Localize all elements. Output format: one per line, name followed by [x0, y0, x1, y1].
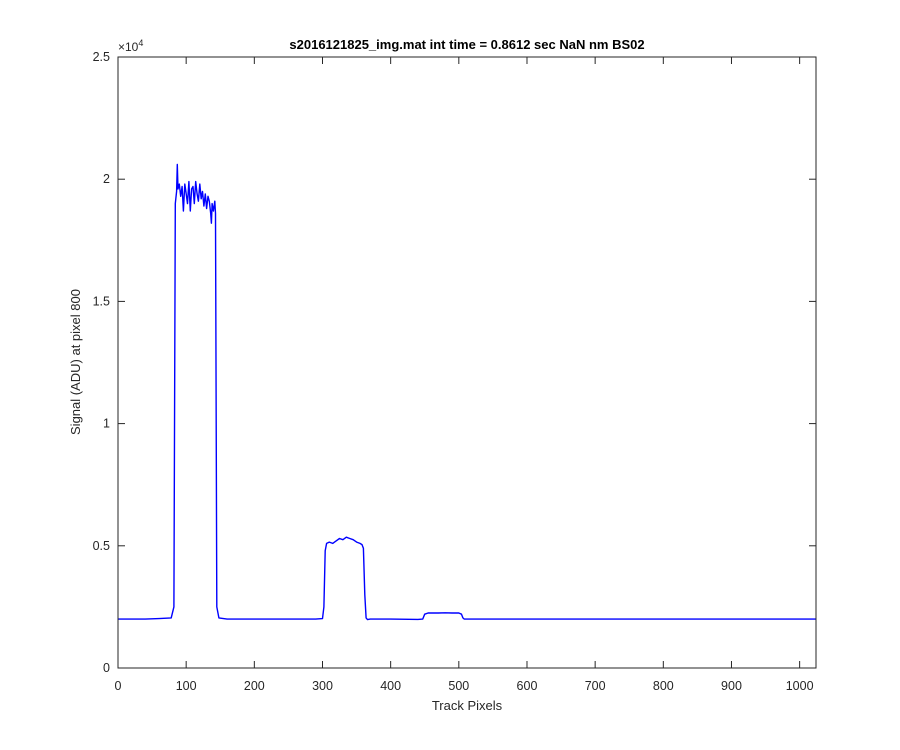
x-tick-label: 1000 [786, 679, 814, 693]
x-tick-label: 500 [448, 679, 469, 693]
x-tick-label: 300 [312, 679, 333, 693]
plot-area [118, 57, 816, 668]
x-tick-label: 800 [653, 679, 674, 693]
axes-box [117, 56, 817, 669]
y-tick-label: 0 [103, 661, 110, 675]
y-tick-label: 2 [103, 172, 110, 186]
x-tick-label: 700 [585, 679, 606, 693]
y-tick-label: 1 [103, 417, 110, 431]
y-tick-label: 2.5 [93, 50, 110, 64]
y-tick-label: 0.5 [93, 539, 110, 553]
x-tick-label: 0 [115, 679, 122, 693]
x-tick-label: 400 [380, 679, 401, 693]
y-axis-exponent-base: ×10 [118, 40, 139, 54]
y-axis-exponent: ×104 [118, 38, 143, 54]
y-axis-label: Signal (ADU) at pixel 800 [68, 289, 83, 435]
chart-title: s2016121825_img.mat int time = 0.8612 se… [289, 37, 644, 52]
x-axis-label: Track Pixels [432, 698, 503, 713]
x-tick-label: 600 [517, 679, 538, 693]
x-axis-ticks: 0 100 200 300 400 500 600 700 800 900 1000 [115, 57, 814, 693]
y-axis-exponent-power: 4 [138, 38, 143, 48]
y-tick-label: 1.5 [93, 294, 110, 308]
y-axis-ticks: 0 0.5 1 1.5 2 2.5 [93, 50, 816, 675]
x-tick-label: 100 [176, 679, 197, 693]
series-line-0 [118, 163, 816, 621]
x-tick-label: 900 [721, 679, 742, 693]
data-layer [118, 163, 816, 621]
x-tick-label: 200 [244, 679, 265, 693]
